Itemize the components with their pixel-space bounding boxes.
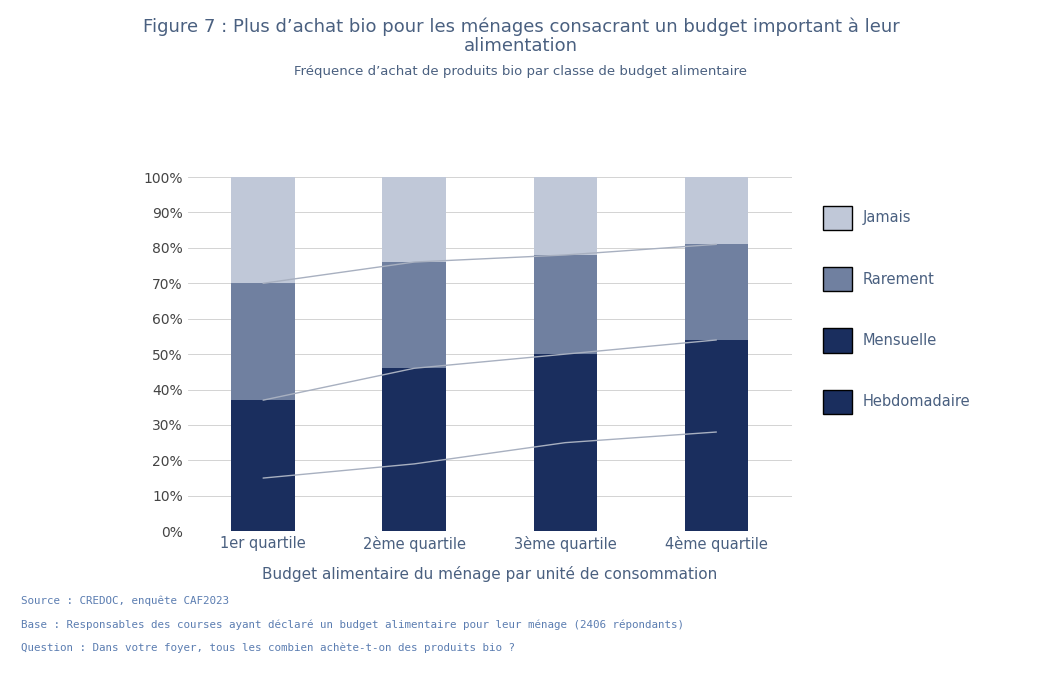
Bar [534,177,597,255]
Bar [231,478,295,531]
Text: Jamais: Jamais [863,210,912,225]
Bar [685,432,748,531]
Bar [685,177,748,244]
Bar [534,443,597,531]
Text: Mensuelle: Mensuelle [863,333,937,348]
Text: alimentation: alimentation [464,37,578,55]
Text: Base : Responsables des courses ayant déclaré un budget alimentaire pour leur mé: Base : Responsables des courses ayant dé… [21,619,684,629]
Bar [231,283,295,400]
X-axis label: Budget alimentaire du ménage par unité de consommation: Budget alimentaire du ménage par unité d… [263,566,717,582]
Text: Figure 7 : Plus d’achat bio pour les ménages consacrant un budget important à le: Figure 7 : Plus d’achat bio pour les mén… [143,17,899,35]
Bar [534,354,597,443]
Bar [231,400,295,478]
Text: Question : Dans votre foyer, tous les combien achète-t-on des produits bio ?: Question : Dans votre foyer, tous les co… [21,642,515,652]
Bar [382,464,446,531]
Bar [382,368,446,464]
Text: Source : CREDOC, enquête CAF2023: Source : CREDOC, enquête CAF2023 [21,596,229,606]
Bar [685,340,748,432]
Text: Fréquence d’achat de produits bio par classe de budget alimentaire: Fréquence d’achat de produits bio par cl… [295,65,747,78]
Bar [382,177,446,262]
Bar [382,262,446,368]
Bar [534,255,597,354]
Bar [231,177,295,283]
Text: Rarement: Rarement [863,272,935,287]
Text: Hebdomadaire: Hebdomadaire [863,394,970,409]
Bar [685,244,748,340]
